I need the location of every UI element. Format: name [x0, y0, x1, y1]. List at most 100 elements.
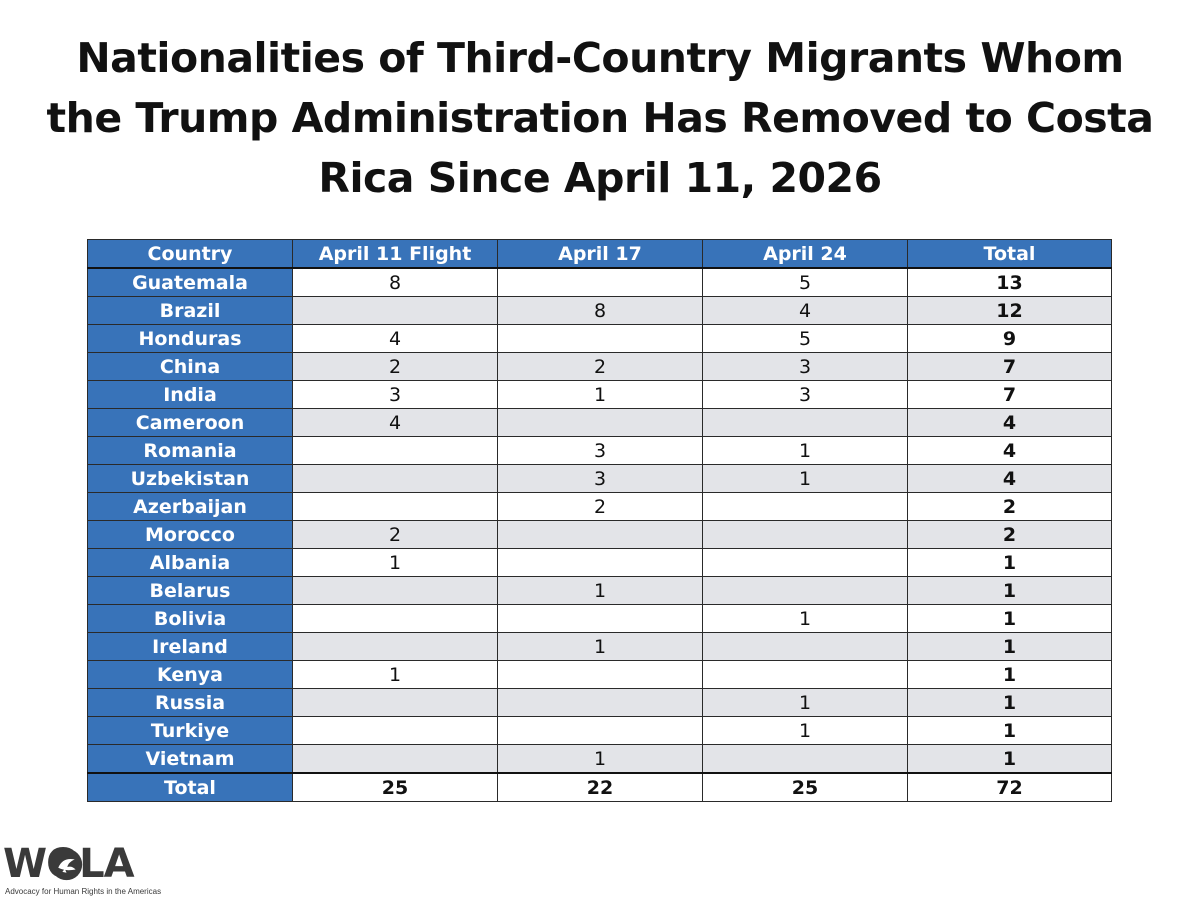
- count-cell: 4: [292, 408, 498, 437]
- table-row: Cameroon 4 4: [87, 408, 1112, 437]
- country-cell: Uzbekistan: [87, 464, 293, 493]
- count-cell: [702, 548, 908, 577]
- column-header-april-11: April 11 Flight: [292, 239, 498, 269]
- table-row: Guatemala 8 5 13: [87, 267, 1112, 297]
- table-row: Brazil 8 4 12: [87, 296, 1112, 325]
- count-cell: [497, 324, 703, 353]
- row-total-cell: 1: [907, 576, 1112, 605]
- count-cell: [702, 492, 908, 521]
- count-cell: 2: [497, 492, 703, 521]
- count-cell: 1: [702, 436, 908, 465]
- count-cell: 3: [702, 380, 908, 409]
- table-row: Kenya 1 1: [87, 660, 1112, 689]
- count-cell: [497, 688, 703, 717]
- count-cell: 2: [292, 352, 498, 381]
- count-cell: 1: [497, 632, 703, 661]
- country-cell: Azerbaijan: [87, 492, 293, 521]
- totals-row: Total 25 22 25 72: [87, 772, 1112, 802]
- count-cell: [292, 604, 498, 633]
- country-cell: Bolivia: [87, 604, 293, 633]
- table-row: Albania 1 1: [87, 548, 1112, 577]
- count-cell: [497, 267, 703, 297]
- country-cell: Vietnam: [87, 744, 293, 774]
- count-cell: [292, 296, 498, 325]
- table-row: Belarus 1 1: [87, 576, 1112, 605]
- row-total-cell: 4: [907, 436, 1112, 465]
- grand-total: 72: [907, 772, 1112, 802]
- row-total-cell: 1: [907, 716, 1112, 745]
- count-cell: 4: [292, 324, 498, 353]
- row-total-cell: 1: [907, 744, 1112, 774]
- count-cell: [292, 464, 498, 493]
- count-cell: [702, 744, 908, 774]
- country-cell: Morocco: [87, 520, 293, 549]
- count-cell: [292, 744, 498, 774]
- migrants-table: Country April 11 Flight April 17 April 2…: [87, 239, 1112, 802]
- row-total-cell: 12: [907, 296, 1112, 325]
- country-cell: Romania: [87, 436, 293, 465]
- count-cell: [292, 716, 498, 745]
- count-cell: [497, 660, 703, 689]
- count-cell: 1: [292, 548, 498, 577]
- row-total-cell: 2: [907, 492, 1112, 521]
- count-cell: 3: [292, 380, 498, 409]
- table-row: Turkiye 1 1: [87, 716, 1112, 745]
- country-cell: Kenya: [87, 660, 293, 689]
- table-row: Azerbaijan 2 2: [87, 492, 1112, 521]
- table-row: Honduras 4 5 9: [87, 324, 1112, 353]
- count-cell: [292, 576, 498, 605]
- count-cell: [292, 632, 498, 661]
- row-total-cell: 1: [907, 548, 1112, 577]
- country-cell: Turkiye: [87, 716, 293, 745]
- country-cell: Ireland: [87, 632, 293, 661]
- row-total-cell: 1: [907, 688, 1112, 717]
- row-total-cell: 4: [907, 464, 1112, 493]
- totals-label: Total: [87, 772, 293, 802]
- count-cell: [292, 492, 498, 521]
- count-cell: [702, 660, 908, 689]
- count-cell: 8: [497, 296, 703, 325]
- count-cell: 1: [702, 604, 908, 633]
- dove-emblem-icon: [50, 848, 83, 881]
- table-row: Vietnam 1 1: [87, 744, 1112, 774]
- table-row: Romania 3 1 4: [87, 436, 1112, 465]
- row-total-cell: 1: [907, 604, 1112, 633]
- country-cell: Brazil: [87, 296, 293, 325]
- table-row: Morocco 2 2: [87, 520, 1112, 549]
- table-row: Uzbekistan 3 1 4: [87, 464, 1112, 493]
- row-total-cell: 13: [907, 267, 1112, 297]
- country-cell: Russia: [87, 688, 293, 717]
- table-row: Bolivia 1 1: [87, 604, 1112, 633]
- count-cell: 1: [497, 576, 703, 605]
- row-total-cell: 1: [907, 660, 1112, 689]
- count-cell: [702, 520, 908, 549]
- table-row: Ireland 1 1: [87, 632, 1112, 661]
- count-cell: 5: [702, 324, 908, 353]
- logo-tagline: Advocacy for Human Rights in the America…: [5, 887, 162, 896]
- count-cell: [702, 408, 908, 437]
- count-cell: 3: [497, 464, 703, 493]
- country-cell: Albania: [87, 548, 293, 577]
- count-cell: [497, 408, 703, 437]
- count-cell: 1: [292, 660, 498, 689]
- count-cell: 1: [702, 464, 908, 493]
- column-header-total: Total: [907, 239, 1112, 269]
- count-cell: 1: [702, 688, 908, 717]
- row-total-cell: 4: [907, 408, 1112, 437]
- country-cell: Honduras: [87, 324, 293, 353]
- chart-title: Nationalities of Third-Country Migrants …: [46, 34, 1154, 202]
- count-cell: 4: [702, 296, 908, 325]
- table-row: India 3 1 3 7: [87, 380, 1112, 409]
- count-cell: 2: [497, 352, 703, 381]
- total-april-17: 22: [497, 772, 703, 802]
- row-total-cell: 1: [907, 632, 1112, 661]
- count-cell: 5: [702, 267, 908, 297]
- total-april-11: 25: [292, 772, 498, 802]
- column-header-country: Country: [87, 239, 293, 269]
- count-cell: [497, 604, 703, 633]
- count-cell: [702, 576, 908, 605]
- row-total-cell: 7: [907, 380, 1112, 409]
- country-cell: Guatemala: [87, 267, 293, 297]
- column-header-april-24: April 24: [702, 239, 908, 269]
- count-cell: [702, 632, 908, 661]
